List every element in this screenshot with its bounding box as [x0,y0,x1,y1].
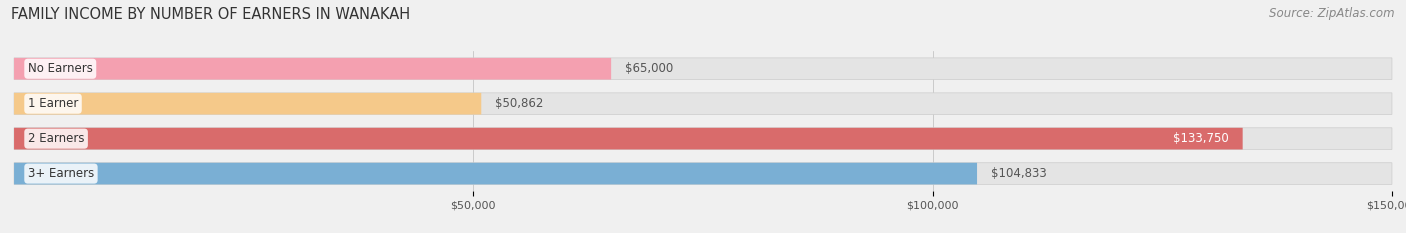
FancyBboxPatch shape [14,163,1392,185]
FancyBboxPatch shape [14,93,481,115]
Text: $104,833: $104,833 [991,167,1046,180]
FancyBboxPatch shape [14,93,1392,115]
Text: Source: ZipAtlas.com: Source: ZipAtlas.com [1270,7,1395,20]
FancyBboxPatch shape [14,128,1243,150]
Text: $50,862: $50,862 [495,97,544,110]
FancyBboxPatch shape [14,128,1392,150]
Text: FAMILY INCOME BY NUMBER OF EARNERS IN WANAKAH: FAMILY INCOME BY NUMBER OF EARNERS IN WA… [11,7,411,22]
Text: 1 Earner: 1 Earner [28,97,79,110]
FancyBboxPatch shape [14,58,612,80]
Text: $65,000: $65,000 [624,62,673,75]
FancyBboxPatch shape [14,58,1392,80]
Text: 2 Earners: 2 Earners [28,132,84,145]
FancyBboxPatch shape [14,163,977,185]
Text: 3+ Earners: 3+ Earners [28,167,94,180]
Text: No Earners: No Earners [28,62,93,75]
Text: $133,750: $133,750 [1173,132,1229,145]
